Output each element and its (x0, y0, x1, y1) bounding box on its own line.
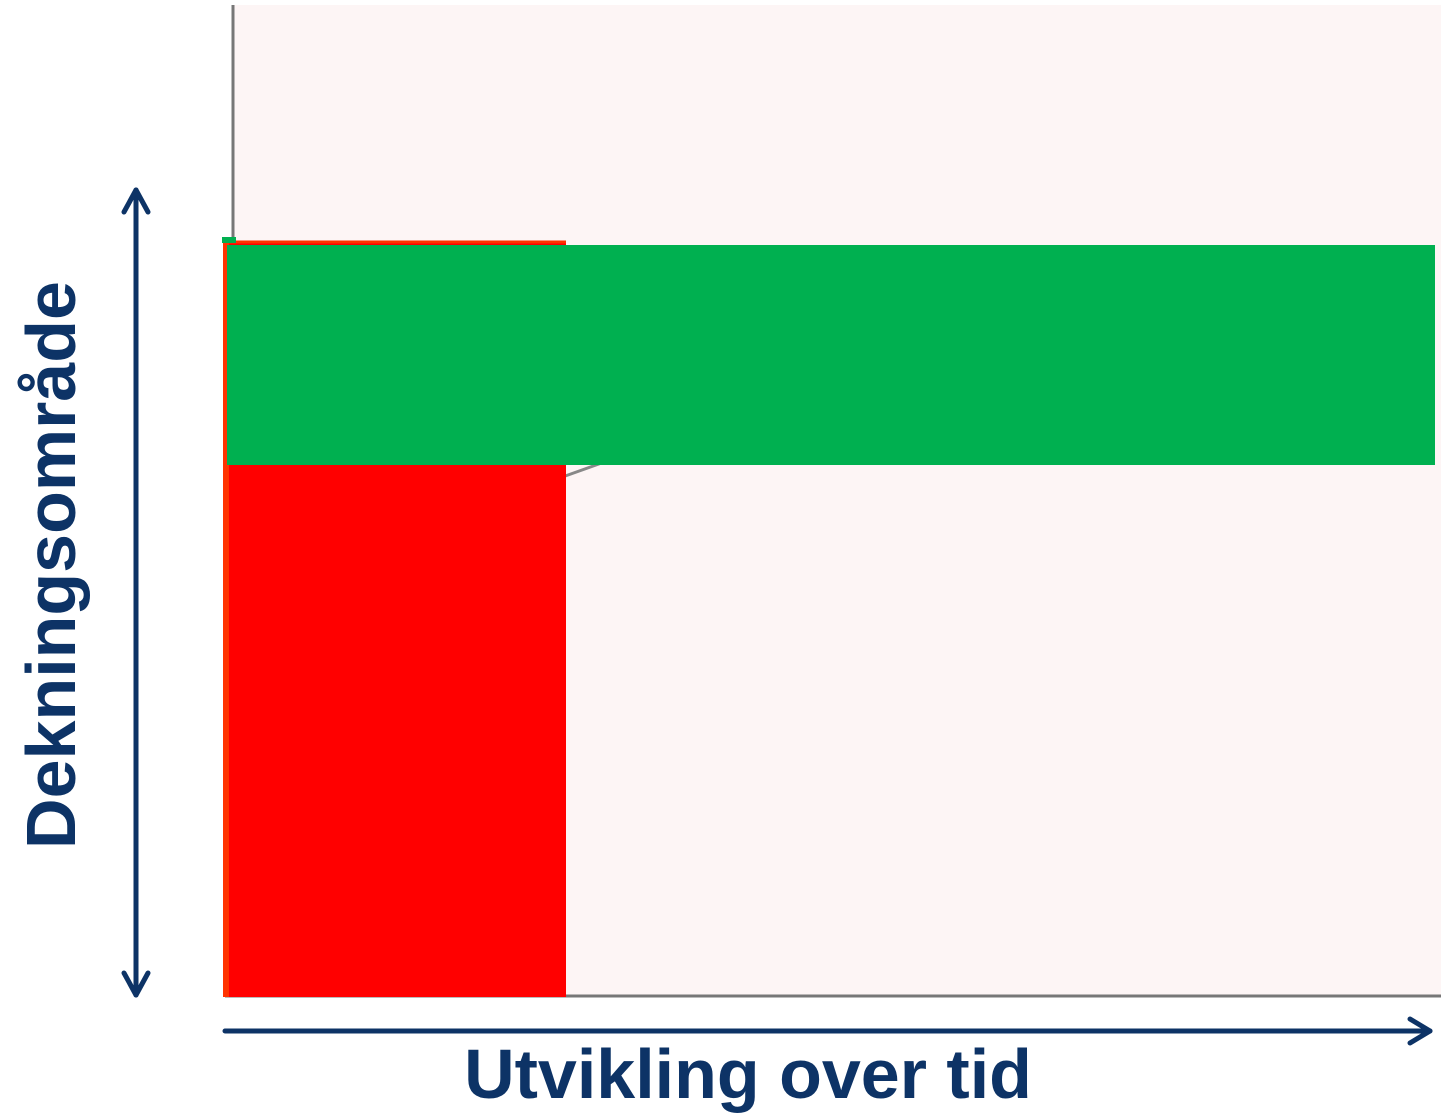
red-block-edge (223, 241, 229, 997)
y-axis-title: Dekningsområde (12, 281, 90, 849)
green-corner-marker (222, 237, 236, 243)
x-axis-title: Utvikling over tid (464, 1035, 1032, 1113)
x-axis-arrow (222, 1016, 1433, 1046)
green-band (227, 245, 1435, 465)
y-axis-arrow (121, 187, 151, 998)
